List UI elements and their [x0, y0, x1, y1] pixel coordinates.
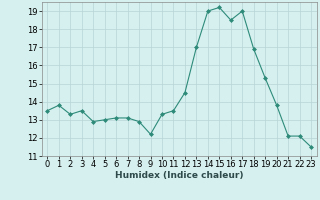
X-axis label: Humidex (Indice chaleur): Humidex (Indice chaleur) — [115, 171, 244, 180]
